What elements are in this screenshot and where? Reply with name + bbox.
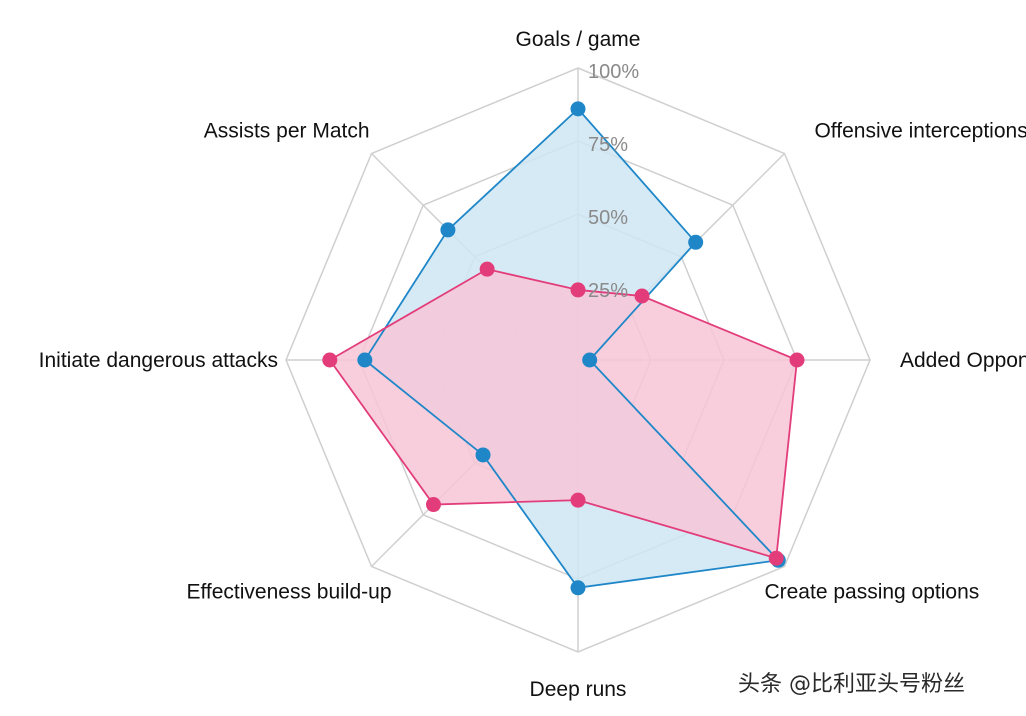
series-2-point-4	[768, 550, 784, 566]
axis-label-2: Offensive interceptions	[814, 120, 1026, 143]
axis-label-1: Goals / game	[516, 28, 641, 51]
series-2-point-3	[789, 352, 805, 368]
tick-label-75: 75%	[588, 134, 628, 156]
series-1-point-8	[440, 222, 456, 238]
series-2-point-7	[322, 352, 338, 368]
series-1-point-3	[582, 352, 598, 368]
axis-label-3: Added Opponents	[900, 349, 1026, 372]
axis-label-5: Deep runs	[530, 678, 627, 701]
series-2-point-2	[634, 288, 650, 304]
tick-label-100: 100%	[588, 61, 639, 83]
axis-label-4: Create passing options	[764, 580, 979, 603]
watermark: 头条 @比利亚头号粉丝	[738, 672, 965, 697]
radar-series	[322, 101, 805, 596]
series-1-point-6	[475, 447, 491, 463]
radial-tick-labels: 25% 50% 75% 100%	[588, 61, 639, 302]
axis-label-8: Assists per Match	[204, 120, 370, 143]
series-2-point-8	[479, 261, 495, 277]
series-1-point-2	[688, 234, 704, 250]
tick-label-50: 50%	[588, 207, 628, 229]
axis-label-6: Effectiveness build-up	[186, 580, 391, 603]
series-1-point-5	[570, 580, 586, 596]
tick-label-25: 25%	[588, 280, 628, 302]
series-2-point-5	[570, 492, 586, 508]
series-1-point-1	[570, 101, 586, 117]
series-2-point-1	[570, 282, 586, 298]
series-2-point-6	[425, 497, 441, 513]
axis-label-7: Initiate dangerous attacks	[39, 349, 278, 372]
series-1-point-7	[357, 352, 373, 368]
axis-labels: Goals / game Offensive interceptions Added…	[39, 28, 1026, 701]
series-2-area	[329, 269, 797, 559]
